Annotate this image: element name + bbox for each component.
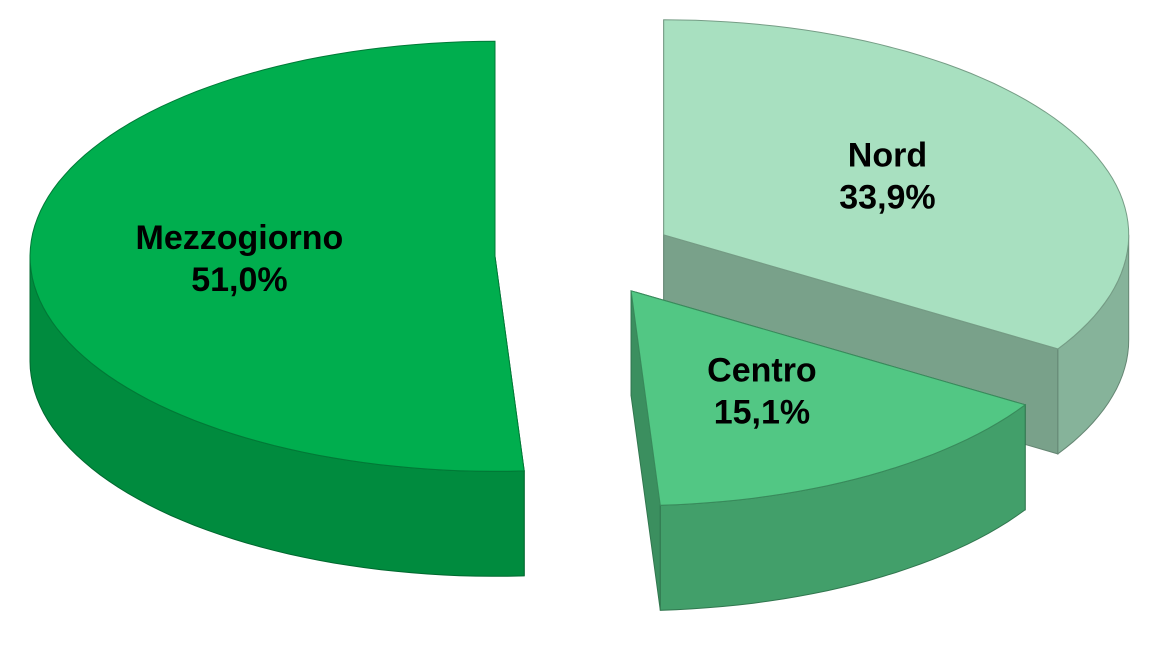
slice-label: Nord <box>848 137 927 175</box>
slice-value-label: 15,1% <box>714 393 810 431</box>
slice <box>29 40 525 472</box>
slice <box>630 290 1027 506</box>
slice-value-label: 51,0% <box>191 261 287 299</box>
slice <box>663 19 1130 350</box>
slice-value-label: 33,9% <box>839 179 935 217</box>
slice-label: Centro <box>707 351 817 389</box>
slice-label: Mezzogiorno <box>136 219 344 257</box>
